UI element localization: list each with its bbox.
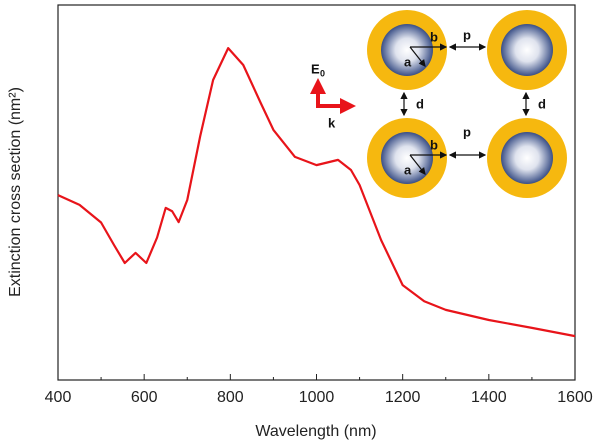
x-tick-label: 1400 <box>471 389 507 406</box>
period-label: p <box>463 124 471 139</box>
x-tick-label: 800 <box>217 389 244 406</box>
wavevector-label: k <box>328 115 336 130</box>
core-radius-label: a <box>404 162 412 177</box>
field-subscript: 0 <box>320 68 325 78</box>
field-label: E <box>311 61 320 76</box>
x-tick-label: 1000 <box>299 389 335 406</box>
y-axis-label: Extinction cross section (nm²) <box>7 87 24 297</box>
spacing-label: d <box>538 96 546 111</box>
data-line <box>57 47 576 338</box>
shell-radius-label: b <box>430 137 438 152</box>
x-tick-label: 400 <box>45 389 72 406</box>
spacing-label: d <box>416 96 424 111</box>
particle <box>367 118 447 198</box>
x-axis-label: Wavelength (nm) <box>255 423 376 440</box>
particle <box>487 10 567 90</box>
particle <box>487 118 567 198</box>
core-radius-label: a <box>404 54 412 69</box>
period-label: p <box>463 27 471 42</box>
x-tick-label: 1200 <box>385 389 421 406</box>
shell-radius-label: b <box>430 29 438 44</box>
inset-diagram: a b a b p p d d E 0 k <box>310 10 567 198</box>
x-tick-label: 600 <box>131 389 158 406</box>
x-tick-label: 1600 <box>557 389 593 406</box>
particle <box>367 10 447 90</box>
